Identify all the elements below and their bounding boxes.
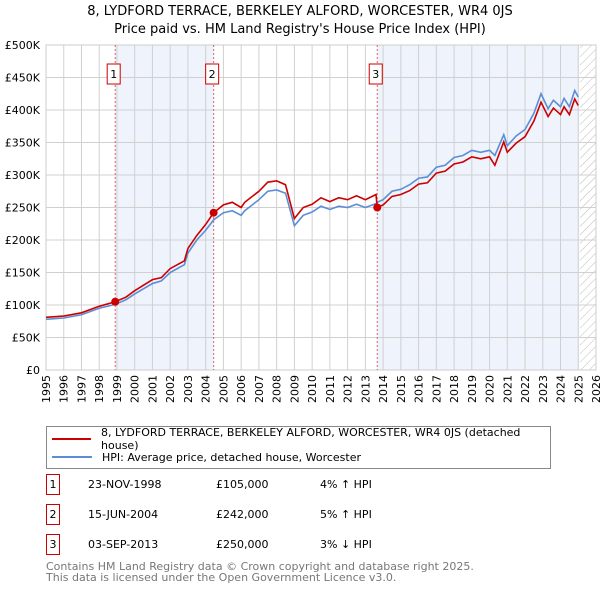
x-tick-label: 1999: [111, 375, 124, 403]
plot-area: 1995 1996 1997 1998 1999 2000 2001 2002 2003 2004…: [5, 39, 600, 403]
sale-hpi-diff: 3% ↓ HPI: [320, 538, 372, 551]
x-tick-label: 2018: [448, 375, 461, 403]
sale-price: £105,000: [216, 478, 269, 491]
sale-point: [373, 203, 382, 212]
x-tick-label: 2000: [129, 375, 142, 403]
y-tick-label: £0: [26, 364, 40, 377]
legend-item-hpi: HPI: Average price, detached house, Worc…: [47, 448, 361, 466]
legend-label: HPI: Average price, detached house, Worc…: [102, 450, 362, 464]
x-tick-label: 2010: [306, 375, 319, 403]
x-tick-label: 2020: [484, 375, 497, 403]
x-tick-label: 1995: [40, 375, 53, 403]
sale-row: 1 23-NOV-1998 £105,000 4% ↑ HPI: [46, 474, 546, 496]
sale-row: 2 15-JUN-2004 £242,000 5% ↑ HPI: [46, 504, 546, 526]
sale-point: [111, 297, 120, 306]
x-tick-label: 2022: [519, 375, 532, 403]
x-tick-label: 2023: [537, 375, 550, 403]
sale-marker-number: 2: [209, 68, 216, 81]
x-tick-label: 2008: [271, 375, 284, 403]
sale-date: 23-NOV-1998: [88, 478, 162, 491]
sale-point: [209, 208, 218, 217]
sale-price: £250,000: [216, 538, 269, 551]
y-tick-label: £400K: [5, 104, 41, 117]
legend-swatch: [52, 438, 92, 440]
hpi-line: [45, 88, 579, 321]
sale-marker-number: 3: [372, 68, 379, 81]
footer-copyright: Contains HM Land Registry data © Crown c…: [46, 560, 474, 573]
x-tick-label: 1998: [93, 375, 106, 403]
x-tick-label: 2026: [590, 375, 600, 403]
x-tick-label: 2005: [217, 375, 230, 403]
sale-marker-box: [205, 63, 220, 85]
x-tick-label: 2016: [413, 375, 426, 403]
x-tick-label: 2004: [200, 375, 213, 403]
sale-date: 03-SEP-2013: [88, 538, 159, 551]
x-tick-label: 2019: [466, 375, 479, 403]
sale-date: 15-JUN-2004: [88, 508, 159, 521]
chart-title: 8, LYDFORD TERRACE, BERKELEY ALFORD, WOR…: [87, 4, 513, 19]
sale-marker-box: [368, 63, 383, 85]
x-tick-label: 2007: [253, 375, 266, 403]
sale-number: 1: [46, 474, 60, 495]
legend-swatch: [52, 456, 92, 458]
y-tick-label: £300K: [5, 169, 41, 182]
y-tick-label: £250K: [5, 202, 41, 215]
y-tick-label: £50K: [12, 332, 41, 345]
plot-border: [45, 44, 597, 371]
x-tick-label: 2012: [342, 375, 355, 403]
x-tick-label: 2021: [501, 375, 514, 403]
x-tick-label: 1997: [75, 375, 88, 403]
sale-number: 3: [46, 534, 60, 555]
y-tick-label: £450K: [5, 72, 41, 85]
sale-marker-number: 1: [110, 68, 117, 81]
x-tick-label: 2015: [395, 375, 408, 403]
legend-item-property: 8, LYDFORD TERRACE, BERKELEY ALFORD, WOR…: [47, 426, 550, 452]
x-tick-label: 2011: [324, 375, 337, 403]
sale-price: £242,000: [216, 508, 269, 521]
x-tick-label: 2001: [146, 375, 159, 403]
sale-number: 2: [46, 504, 60, 525]
x-tick-label: 2025: [572, 375, 585, 403]
x-tick-label: 1996: [58, 375, 71, 403]
x-tick-label: 2006: [235, 375, 248, 403]
x-tick-label: 2017: [430, 375, 443, 403]
footer-licence: This data is licensed under the Open Gov…: [46, 571, 397, 584]
property-price-line: [45, 96, 579, 319]
legend-label: 8, LYDFORD TERRACE, BERKELEY ALFORD, WOR…: [101, 426, 521, 452]
x-tick-label: 2003: [182, 375, 195, 403]
x-tick-label: 2013: [359, 375, 372, 403]
x-tick-label: 2002: [164, 375, 177, 403]
chart-subtitle: Price paid vs. HM Land Registry's House …: [114, 22, 486, 37]
x-tick-label: 2024: [555, 375, 568, 403]
x-tick-label: 2014: [377, 375, 390, 403]
y-tick-label: £150K: [5, 267, 41, 280]
y-tick-label: £500K: [5, 39, 41, 52]
sale-marker-box: [106, 63, 121, 85]
sale-row: 3 03-SEP-2013 £250,000 3% ↓ HPI: [46, 534, 546, 556]
y-tick-label: £200K: [5, 234, 41, 247]
x-tick-label: 2009: [288, 375, 301, 403]
legend: 8, LYDFORD TERRACE, BERKELEY ALFORD, WOR…: [46, 426, 551, 469]
sale-hpi-diff: 4% ↑ HPI: [320, 478, 372, 491]
y-tick-label: £100K: [5, 299, 41, 312]
sale-hpi-diff: 5% ↑ HPI: [320, 508, 372, 521]
y-tick-label: £350K: [5, 137, 41, 150]
